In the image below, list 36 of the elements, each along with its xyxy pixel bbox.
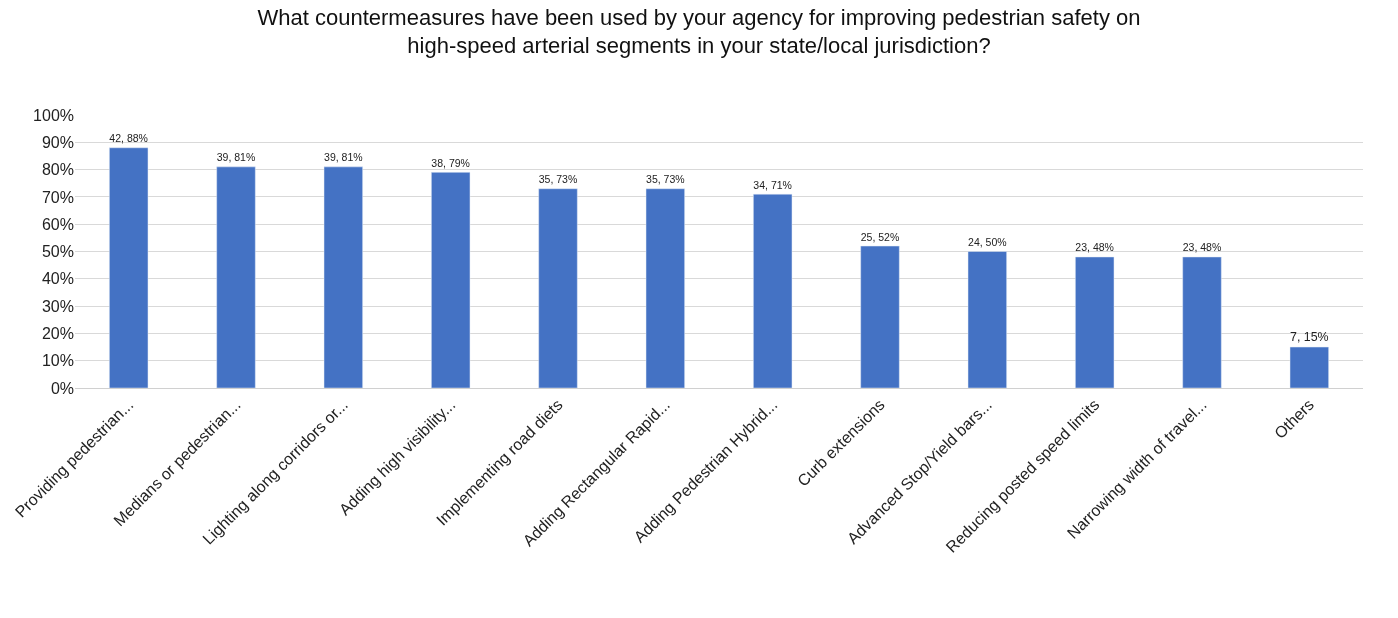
bar <box>1289 346 1329 388</box>
bar <box>323 166 363 388</box>
y-tick-label: 90% <box>41 133 74 151</box>
bar <box>431 172 471 388</box>
bar <box>216 166 256 388</box>
data-label: 39, 81% <box>324 151 363 164</box>
data-label: 7, 15% <box>1290 330 1329 345</box>
bar <box>645 188 685 388</box>
data-label: 23, 48% <box>1075 241 1114 254</box>
y-tick-label: 60% <box>41 215 74 233</box>
bar <box>753 193 793 388</box>
y-tick-label: 100% <box>33 106 74 124</box>
y-tick-label: 0% <box>50 379 74 397</box>
data-label: 24, 50% <box>968 236 1007 249</box>
y-tick-label: 70% <box>41 188 74 206</box>
data-label: 35, 73% <box>646 173 685 186</box>
data-label: 39, 81% <box>216 151 256 164</box>
bar <box>860 245 900 388</box>
y-tick-label: 10% <box>41 352 74 370</box>
bar <box>538 188 578 388</box>
data-label: 25, 52% <box>860 230 900 243</box>
y-tick-label: 40% <box>41 270 74 288</box>
chart-title: What countermeasures have been used by your agency for improving pedestrian safety on high-speed arterial segments in your state/local jurisdiction? <box>257 4 1141 59</box>
bar <box>109 147 149 388</box>
y-tick-label: 30% <box>41 297 74 315</box>
bar <box>1075 256 1115 388</box>
data-label: 38, 79% <box>431 156 470 169</box>
bar <box>1182 256 1222 388</box>
data-label: 23, 48% <box>1182 241 1222 254</box>
data-label: 34, 71% <box>753 178 792 191</box>
y-tick-label: 50% <box>41 243 74 261</box>
data-label: 35, 73% <box>538 173 578 186</box>
y-tick-label: 20% <box>41 325 74 342</box>
bar <box>967 251 1007 388</box>
data-label: 42, 88% <box>109 132 148 145</box>
y-tick-label: 80% <box>41 161 74 179</box>
